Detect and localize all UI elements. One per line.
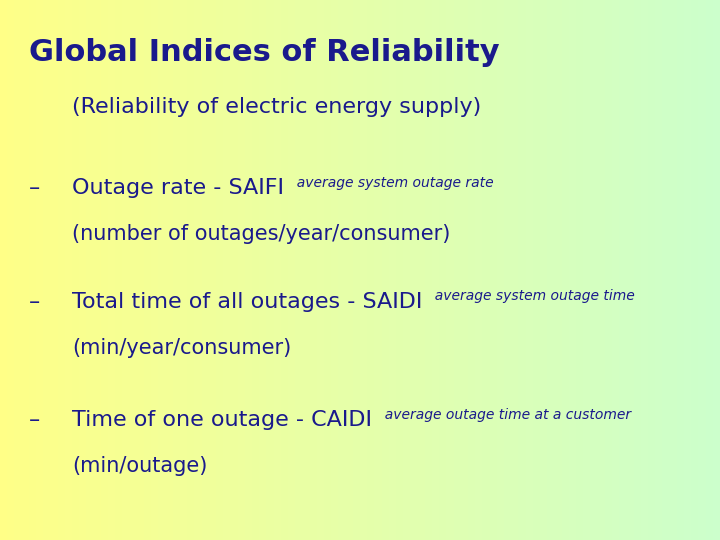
Text: average outage time at a customer: average outage time at a customer — [376, 408, 631, 422]
Text: –: – — [29, 178, 40, 198]
Text: average system outage rate: average system outage rate — [287, 176, 493, 190]
Text: –: – — [29, 292, 40, 312]
Text: (number of outages/year/consumer): (number of outages/year/consumer) — [72, 224, 451, 244]
Text: Total time of all outages - SAIDI: Total time of all outages - SAIDI — [72, 292, 423, 312]
Text: average system outage time: average system outage time — [426, 289, 635, 303]
Text: Time of one outage - CAIDI: Time of one outage - CAIDI — [72, 410, 372, 430]
Text: Global Indices of Reliability: Global Indices of Reliability — [29, 38, 500, 67]
Text: –: – — [29, 410, 40, 430]
Text: (min/outage): (min/outage) — [72, 456, 207, 476]
Text: Outage rate - SAIFI: Outage rate - SAIFI — [72, 178, 284, 198]
Text: (min/year/consumer): (min/year/consumer) — [72, 338, 292, 357]
Text: (Reliability of electric energy supply): (Reliability of electric energy supply) — [72, 97, 481, 117]
